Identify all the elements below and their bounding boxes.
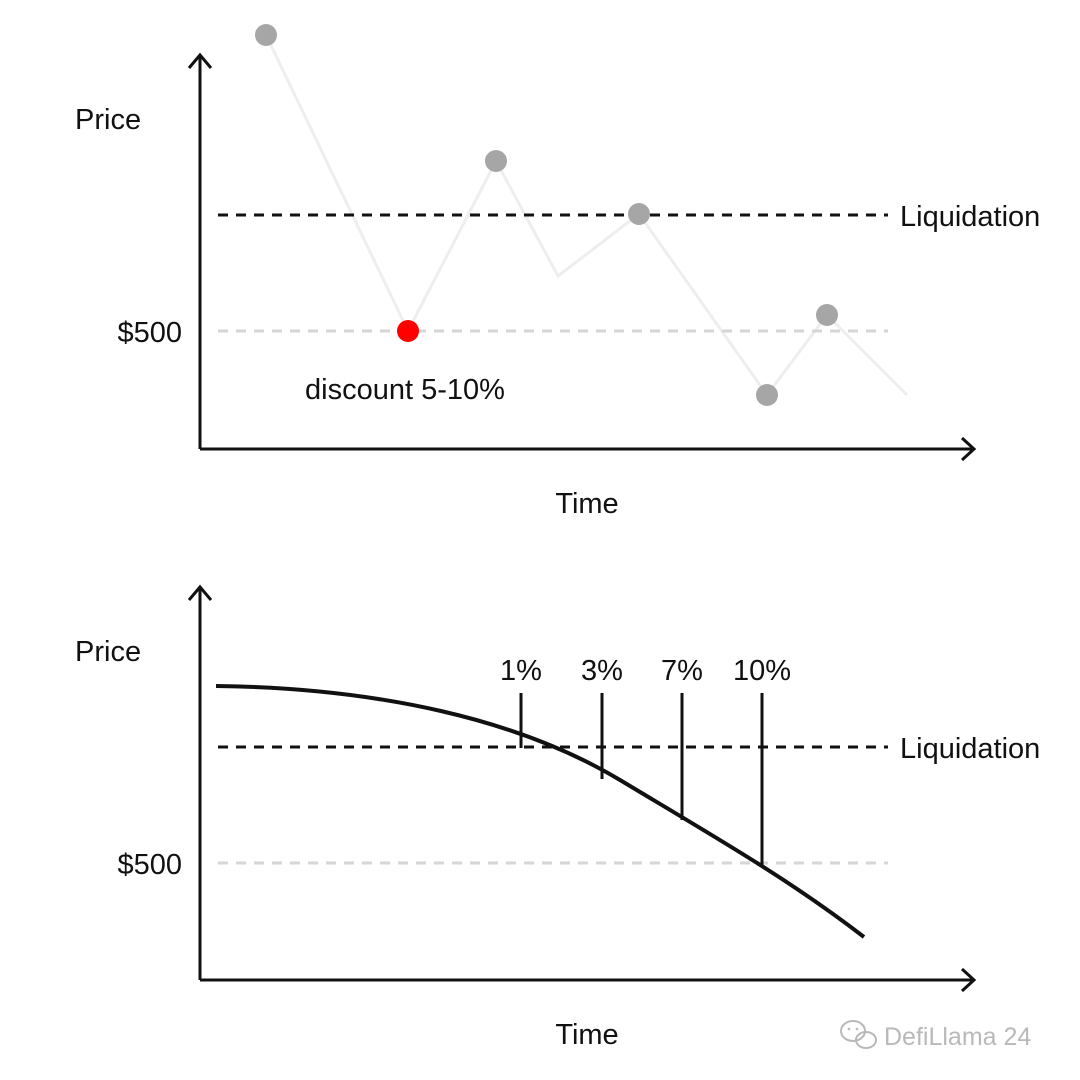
price-point	[255, 24, 277, 46]
wechat-icon	[840, 1020, 877, 1049]
discount-marker-label: 1%	[500, 655, 542, 687]
price-point	[816, 304, 838, 326]
discount-marker-label: 7%	[661, 655, 703, 687]
x-axis-label: Time	[555, 1019, 618, 1051]
watermark: DefiLlama 24	[840, 1020, 1031, 1051]
x-axis-arrowhead	[960, 436, 977, 462]
y-axis-arrowhead	[187, 52, 213, 69]
price-level-label: $500	[117, 317, 182, 349]
x-axis-arrowhead	[960, 967, 977, 993]
liquidation-label: Liquidation	[900, 733, 1040, 765]
watermark-text: DefiLlama 24	[884, 1023, 1031, 1051]
liquidation-label: Liquidation	[900, 201, 1040, 233]
bottom-diagram: 1% 3% 7% 10% Price $500 Liquidation Time	[75, 584, 1040, 1051]
y-axis-arrowhead	[187, 584, 213, 601]
price-point	[485, 150, 507, 172]
price-level-label: $500	[117, 849, 182, 881]
liquidation-point	[397, 320, 419, 342]
y-axis-label: Price	[75, 104, 141, 136]
price-point	[756, 384, 778, 406]
discount-annotation: discount 5-10%	[305, 374, 505, 406]
price-point	[628, 203, 650, 225]
discount-marker-label: 10%	[733, 655, 791, 687]
x-axis-label: Time	[555, 488, 618, 520]
price-path	[264, 34, 909, 398]
top-diagram: Price $500 Liquidation discount 5-10% Ti…	[75, 24, 1040, 520]
y-axis-label: Price	[75, 636, 141, 668]
price-curve	[215, 684, 866, 939]
discount-marker-label: 3%	[581, 655, 623, 687]
